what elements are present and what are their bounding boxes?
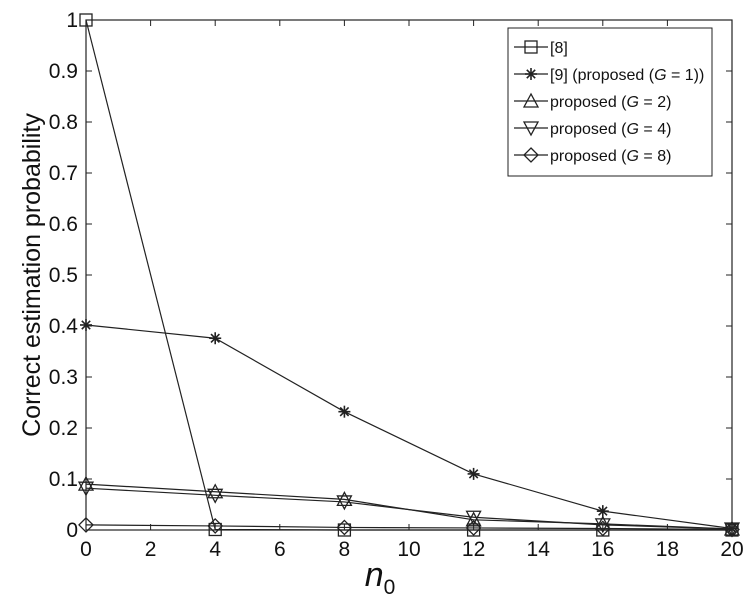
y-tick-label: 0.4 [49,315,79,338]
y-tick-label: 0.9 [49,60,78,83]
legend-item: [8] [514,40,568,57]
marker-stroke [339,406,350,417]
data-point [594,520,611,537]
x-tick-label: 0 [80,538,92,561]
data-point [596,505,609,518]
data-point [465,510,482,526]
legend-label-text: proposed ( [550,94,627,111]
legend-label-variable: G [627,148,639,165]
data-point [724,521,740,538]
legend-label: [9] (proposed (G = 1)) [550,67,704,84]
legend-marker [523,147,539,163]
y-tick-label: 0.5 [49,264,78,287]
legend-label-text: = 1)) [667,67,705,84]
x-axis-label-subscript: 0 [384,576,396,599]
x-axis: 0 2 4 6 8 10 12 14 16 18 20 [80,20,744,561]
legend-label-text: = 4) [639,121,671,138]
data-point [208,522,222,537]
legend-label-text: = 2) [639,94,671,111]
legend-marker [522,121,540,137]
data-point [207,483,224,499]
data-point [465,520,482,536]
legend-item: proposed (G = 2) [514,92,671,111]
x-axis-label: n0 [365,556,396,599]
series-line [85,487,733,530]
y-tick-label: 0 [66,519,78,542]
x-tick-label: 4 [209,538,221,561]
legend-label-variable: G [654,67,666,84]
data-point [336,519,353,536]
data-point [467,467,480,480]
data-point [77,481,95,497]
marker-stroke [210,333,220,344]
legend-label: proposed (G = 2) [550,94,671,111]
legend-label: proposed (G = 8) [550,148,671,165]
data-point [207,518,224,534]
legend-item: proposed (G = 4) [514,121,671,138]
series-line [85,324,733,530]
series-5 [78,516,740,538]
legend-label: [8] [550,40,568,57]
x-axis-label-main: n [365,556,384,594]
x-tick-label: 6 [274,538,286,561]
legend-label-variable: G [627,94,639,111]
marker-stroke [468,469,479,479]
y-axis: 0 0.1 0.2 0.3 0.4 0.5 0.6 0.7 0.8 0.9 1 [49,9,732,542]
y-tick-label: 0.6 [49,213,78,236]
data-point [79,13,93,27]
data-point [465,511,482,527]
legend-label: proposed (G = 4) [550,121,671,138]
data-point [594,515,611,531]
data-point [78,516,94,533]
legend-items: [8][9] (proposed (G = 1))proposed (G = 2… [514,40,704,165]
legend-label-variable: G [627,121,639,138]
data-point [337,523,352,537]
x-tick-label: 18 [656,538,679,561]
y-tick-label: 0.8 [49,111,78,134]
legend-item: proposed (G = 8) [514,147,671,165]
y-tick-label: 1 [66,9,78,32]
legend-label-text: proposed ( [550,148,627,165]
legend-marker [522,92,540,108]
marker-stroke [526,69,536,79]
series-line [85,524,733,531]
marker-stroke [81,320,91,330]
y-axis-label: Correct estimation probability [18,113,46,437]
data-point [77,475,95,491]
x-tick-label: 14 [527,538,551,561]
legend-label-text: proposed ( [550,121,627,138]
y-tick-label: 0.1 [49,468,78,491]
legend-item: [9] (proposed (G = 1)) [514,67,704,84]
marker-stroke [598,506,608,516]
y-tick-label: 0.2 [49,417,78,440]
y-tick-label: 0.3 [49,366,78,389]
series-line [85,19,732,531]
x-tick-label: 20 [720,538,743,561]
data-point [336,491,353,507]
data-point [209,332,222,345]
x-tick-label: 10 [397,538,420,561]
legend-marker [525,68,537,80]
y-tick-label: 0.7 [49,162,78,185]
data-point [336,495,353,511]
legend-label-text: [8] [550,40,568,57]
x-tick-label: 16 [591,538,614,561]
legend: [8][9] (proposed (G = 1))proposed (G = 2… [507,27,713,177]
series-layer [77,13,741,538]
legend-box [507,27,713,177]
legend-label-text: = 8) [639,148,671,165]
legend-marker [524,40,538,54]
data-point [338,405,351,418]
x-tick-label: 8 [339,538,351,561]
x-tick-label: 12 [462,538,485,561]
data-point [80,318,92,331]
data-point [207,488,224,504]
x-tick-label: 2 [145,538,157,561]
legend-label-text: [9] (proposed ( [550,67,655,84]
